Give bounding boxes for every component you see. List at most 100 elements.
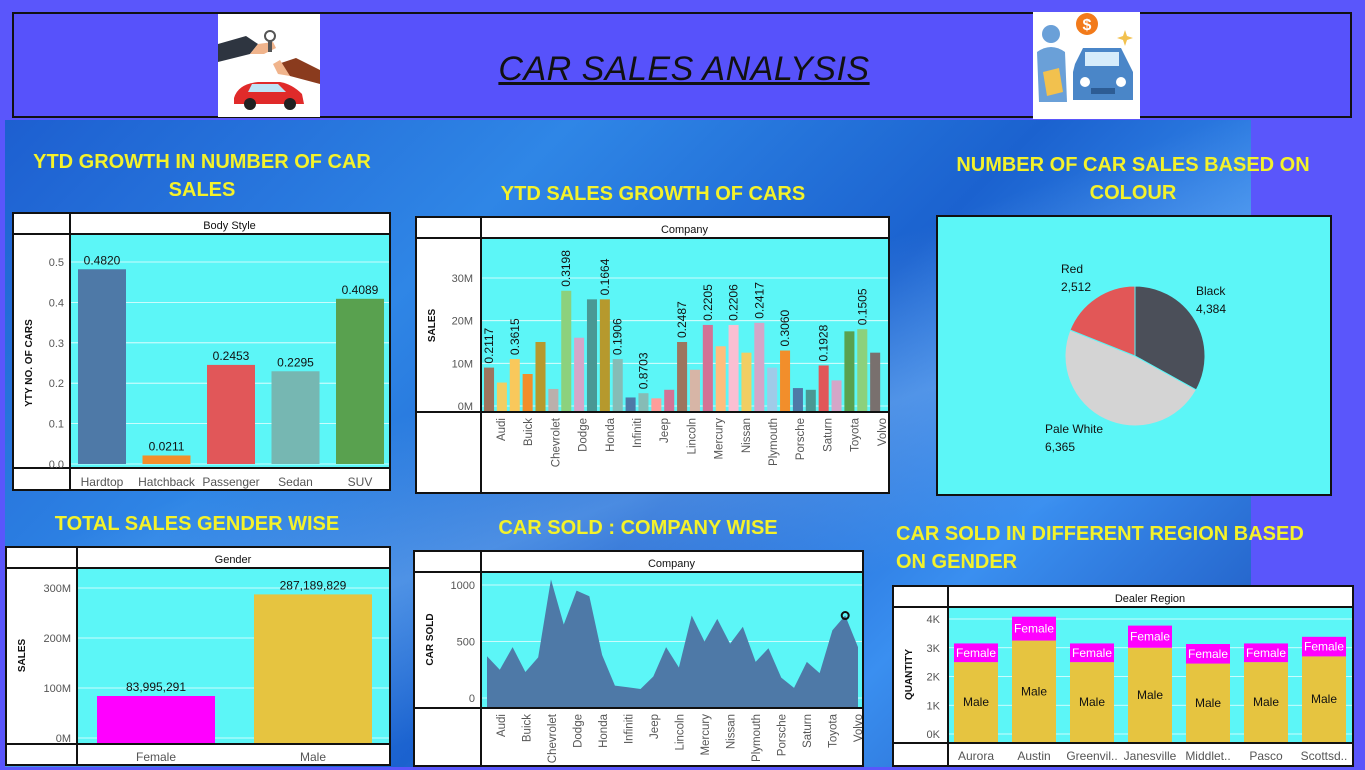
y-tick-label: 0.4 (49, 297, 64, 309)
x-tick-label: Saturn (802, 714, 814, 748)
x-tick-label: Scottsd.. (1301, 749, 1348, 763)
company-sales-bar (561, 290, 572, 411)
bar-value-label: 0.4089 (342, 283, 379, 297)
y-axis-title: QUANTITY (904, 649, 915, 700)
company-sales-bar (702, 324, 713, 411)
pie-slice-black (1134, 285, 1206, 391)
colour-pie-panel: Black 4,384 Pale White 6,365 Red 2,512 (936, 215, 1332, 496)
column-header: Dealer Region (1115, 593, 1185, 605)
female-segment (1012, 616, 1056, 641)
x-tick-label: Dodge (578, 418, 590, 452)
gender-chart-panel: Gender SALES 0M 100M 200M 300M 83,995,291 Femal… (5, 546, 391, 766)
svg-text:$: $ (1083, 17, 1092, 34)
segment-label-male: Male (1253, 695, 1279, 709)
segment-label-male: Male (1137, 688, 1163, 702)
region-chart-panel: Dealer Region QUANTITY 0K 1K 2K 3K 4K Male Femal… (892, 585, 1354, 767)
x-tick-label: Nissan (741, 418, 753, 453)
male-segment (1128, 647, 1172, 742)
company-sold-chart: Company CAR SOLD 0 500 1000 Audi Buick Chevrole… (415, 552, 865, 765)
x-tick-label: Volvo (853, 714, 862, 742)
y-tick-label: 0M (56, 733, 71, 745)
bar-value-label: 0.8703 (636, 352, 650, 389)
company-sales-bar (664, 389, 675, 411)
y-tick-label: 0.5 (49, 257, 64, 269)
x-tick-label: Nissan (726, 714, 738, 749)
x-tick-label: Mercury (700, 714, 712, 756)
body-style-chart-panel: Body Style YTY NO. OF CARS 0.0 0.1 0.2 0.3 0.4… (12, 212, 391, 491)
bar-value-label: 0.3615 (508, 318, 522, 355)
bar-value-label: 0.2205 (701, 284, 715, 321)
y-tick-label: 0.2 (49, 378, 64, 390)
title-region: CAR SOLD IN DIFFERENT REGION BASED ON GE… (896, 523, 1304, 573)
bar-value-label: 287,189,829 (280, 578, 347, 592)
female-segment (1070, 643, 1114, 663)
segment-label-male: Male (1195, 696, 1221, 710)
bar-hatchback (142, 455, 191, 464)
y-tick-label: 0.1 (49, 419, 64, 431)
y-tick-label: 0 (469, 693, 475, 705)
bar-passenger (207, 364, 255, 464)
pie-category-label: Black (1196, 284, 1226, 298)
y-tick-label: 10M (452, 358, 473, 370)
x-tick-label: Middlet.. (1185, 749, 1230, 763)
y-tick-label: 0.3 (49, 338, 64, 350)
x-tick-label: Infiniti (632, 418, 644, 448)
segment-label-male: Male (1021, 684, 1047, 698)
y-tick-label: 2K (927, 672, 941, 684)
male-segment (1012, 640, 1056, 742)
company-sales-chart: Company SALES 0M 10M 20M 30M 0.2117 0.3615 0.319… (417, 218, 889, 492)
bar-value-label: 0.1505 (855, 288, 869, 325)
x-tick-label: Pasco (1249, 749, 1283, 763)
x-tick-label: Volvo (877, 418, 888, 446)
pie-slice-red (1069, 285, 1136, 357)
male-segment (1070, 662, 1114, 742)
x-tick-label: Janesville (1124, 749, 1177, 763)
x-tick-label: Mercury (714, 418, 726, 460)
company-sales-bar (638, 393, 649, 411)
x-tick-label: Chevrolet (550, 417, 562, 467)
y-tick-label: 0K (927, 729, 941, 741)
company-sales-bar (484, 367, 495, 411)
company-sales-bar (818, 365, 829, 411)
segment-label-male: Male (1079, 695, 1105, 709)
x-tick-label: Austin (1017, 749, 1050, 763)
y-axis-title: SALES (427, 309, 438, 343)
title-company-sold: CAR SOLD : COMPANY WISE (498, 517, 778, 539)
pie-value-label: 6,365 (1045, 440, 1075, 454)
bar-male (254, 594, 372, 743)
x-tick-label: Infiniti (624, 714, 636, 744)
female-segment (1244, 643, 1288, 663)
x-tick-label: Hardtop (81, 475, 124, 489)
bar-value-label: 0.4820 (84, 253, 121, 267)
y-tick-label: 30M (452, 273, 473, 285)
x-tick-label: SUV (348, 475, 373, 489)
x-tick-label: Lincoln (675, 714, 687, 750)
company-sales-bar (586, 299, 598, 411)
company-sales-bar (805, 389, 816, 411)
x-tick-label: Audi (496, 714, 508, 737)
column-header: Company (648, 558, 696, 570)
x-tick-label: Hatchback (138, 475, 196, 489)
y-axis-title: SALES (17, 639, 28, 673)
company-sales-bar (715, 346, 726, 411)
male-segment (1244, 662, 1288, 742)
company-sales-bar (574, 337, 585, 411)
x-tick-label: Plymouth (751, 714, 763, 762)
y-tick-label: 20M (452, 316, 473, 328)
company-sales-bar (767, 367, 778, 411)
title-colour: NUMBER OF CAR SALES BASED ON COLOUR (956, 154, 1310, 204)
male-segment (1302, 656, 1346, 742)
y-tick-label: 1K (927, 700, 941, 712)
pie-value-label: 4,384 (1196, 302, 1226, 316)
title-sales-growth: YTD SALES GROWTH OF CARS (500, 183, 806, 205)
company-sales-bar (509, 359, 520, 411)
bar-value-label: 0.1664 (598, 258, 612, 295)
y-tick-label: 500 (457, 637, 475, 649)
bar-value-label: 0.1928 (817, 324, 831, 361)
company-sales-bar (496, 382, 507, 411)
segment-label-male: Male (963, 695, 989, 709)
company-sales-bar (741, 352, 752, 411)
pie-value-label: 2,512 (1061, 280, 1091, 294)
bar-value-label: 0.2417 (752, 282, 766, 319)
bar-value-label: 0.2487 (675, 301, 689, 338)
